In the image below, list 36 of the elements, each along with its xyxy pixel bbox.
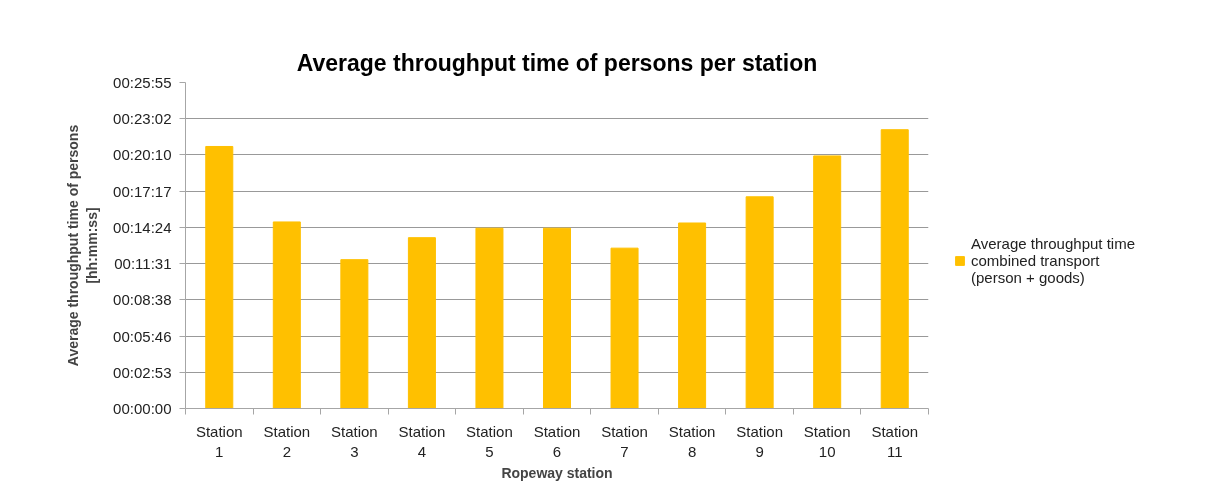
bar (880, 129, 909, 409)
bar (272, 221, 301, 409)
legend-label: Average throughput time combined transport (person + goods) (971, 235, 1135, 286)
y-tick-label: 00:05:46 (113, 327, 172, 345)
y-tick-label: 00:20:10 (113, 146, 172, 164)
x-tick-label: Station 2 (263, 422, 311, 460)
x-tick-label: Station 11 (871, 422, 919, 460)
x-tick-label: Station 5 (466, 422, 513, 460)
y-tick-label: 00:00:00 (113, 400, 172, 417)
bar (610, 247, 639, 409)
bar (813, 155, 842, 409)
bar (205, 145, 234, 409)
bar (475, 227, 504, 409)
y-tick-label: 00:25:55 (113, 74, 172, 91)
x-tick-label: Station 7 (601, 422, 648, 460)
x-tick-label: Station 9 (736, 422, 783, 460)
x-tick-label: Station 4 (398, 422, 446, 460)
y-axis-title: Average throughput time of persons [hh:mm:ss] (64, 124, 101, 367)
y-tick-label: 00:17:17 (113, 182, 172, 200)
chart-title: Average throughput time of persons per station (296, 49, 818, 76)
y-tick-label: 00:08:38 (113, 291, 172, 309)
bar (340, 259, 369, 409)
bar (678, 222, 707, 409)
y-tick-label: 00:11:31 (114, 255, 172, 273)
x-tick-label: Station 6 (533, 422, 581, 460)
y-tick-label: 00:02:53 (113, 363, 172, 381)
y-tick-label: 00:14:24 (113, 218, 172, 236)
y-tick-label: 00:23:02 (113, 110, 172, 128)
x-tick-label: Station 8 (668, 422, 716, 460)
bar (542, 227, 572, 409)
x-tick-label: Station 10 (803, 422, 851, 460)
bar (745, 196, 774, 409)
bar (407, 237, 436, 409)
x-tick-label: Station 1 (195, 422, 243, 460)
x-tick-label: Station 3 (331, 422, 378, 460)
x-axis-title: Ropeway station (501, 464, 613, 481)
